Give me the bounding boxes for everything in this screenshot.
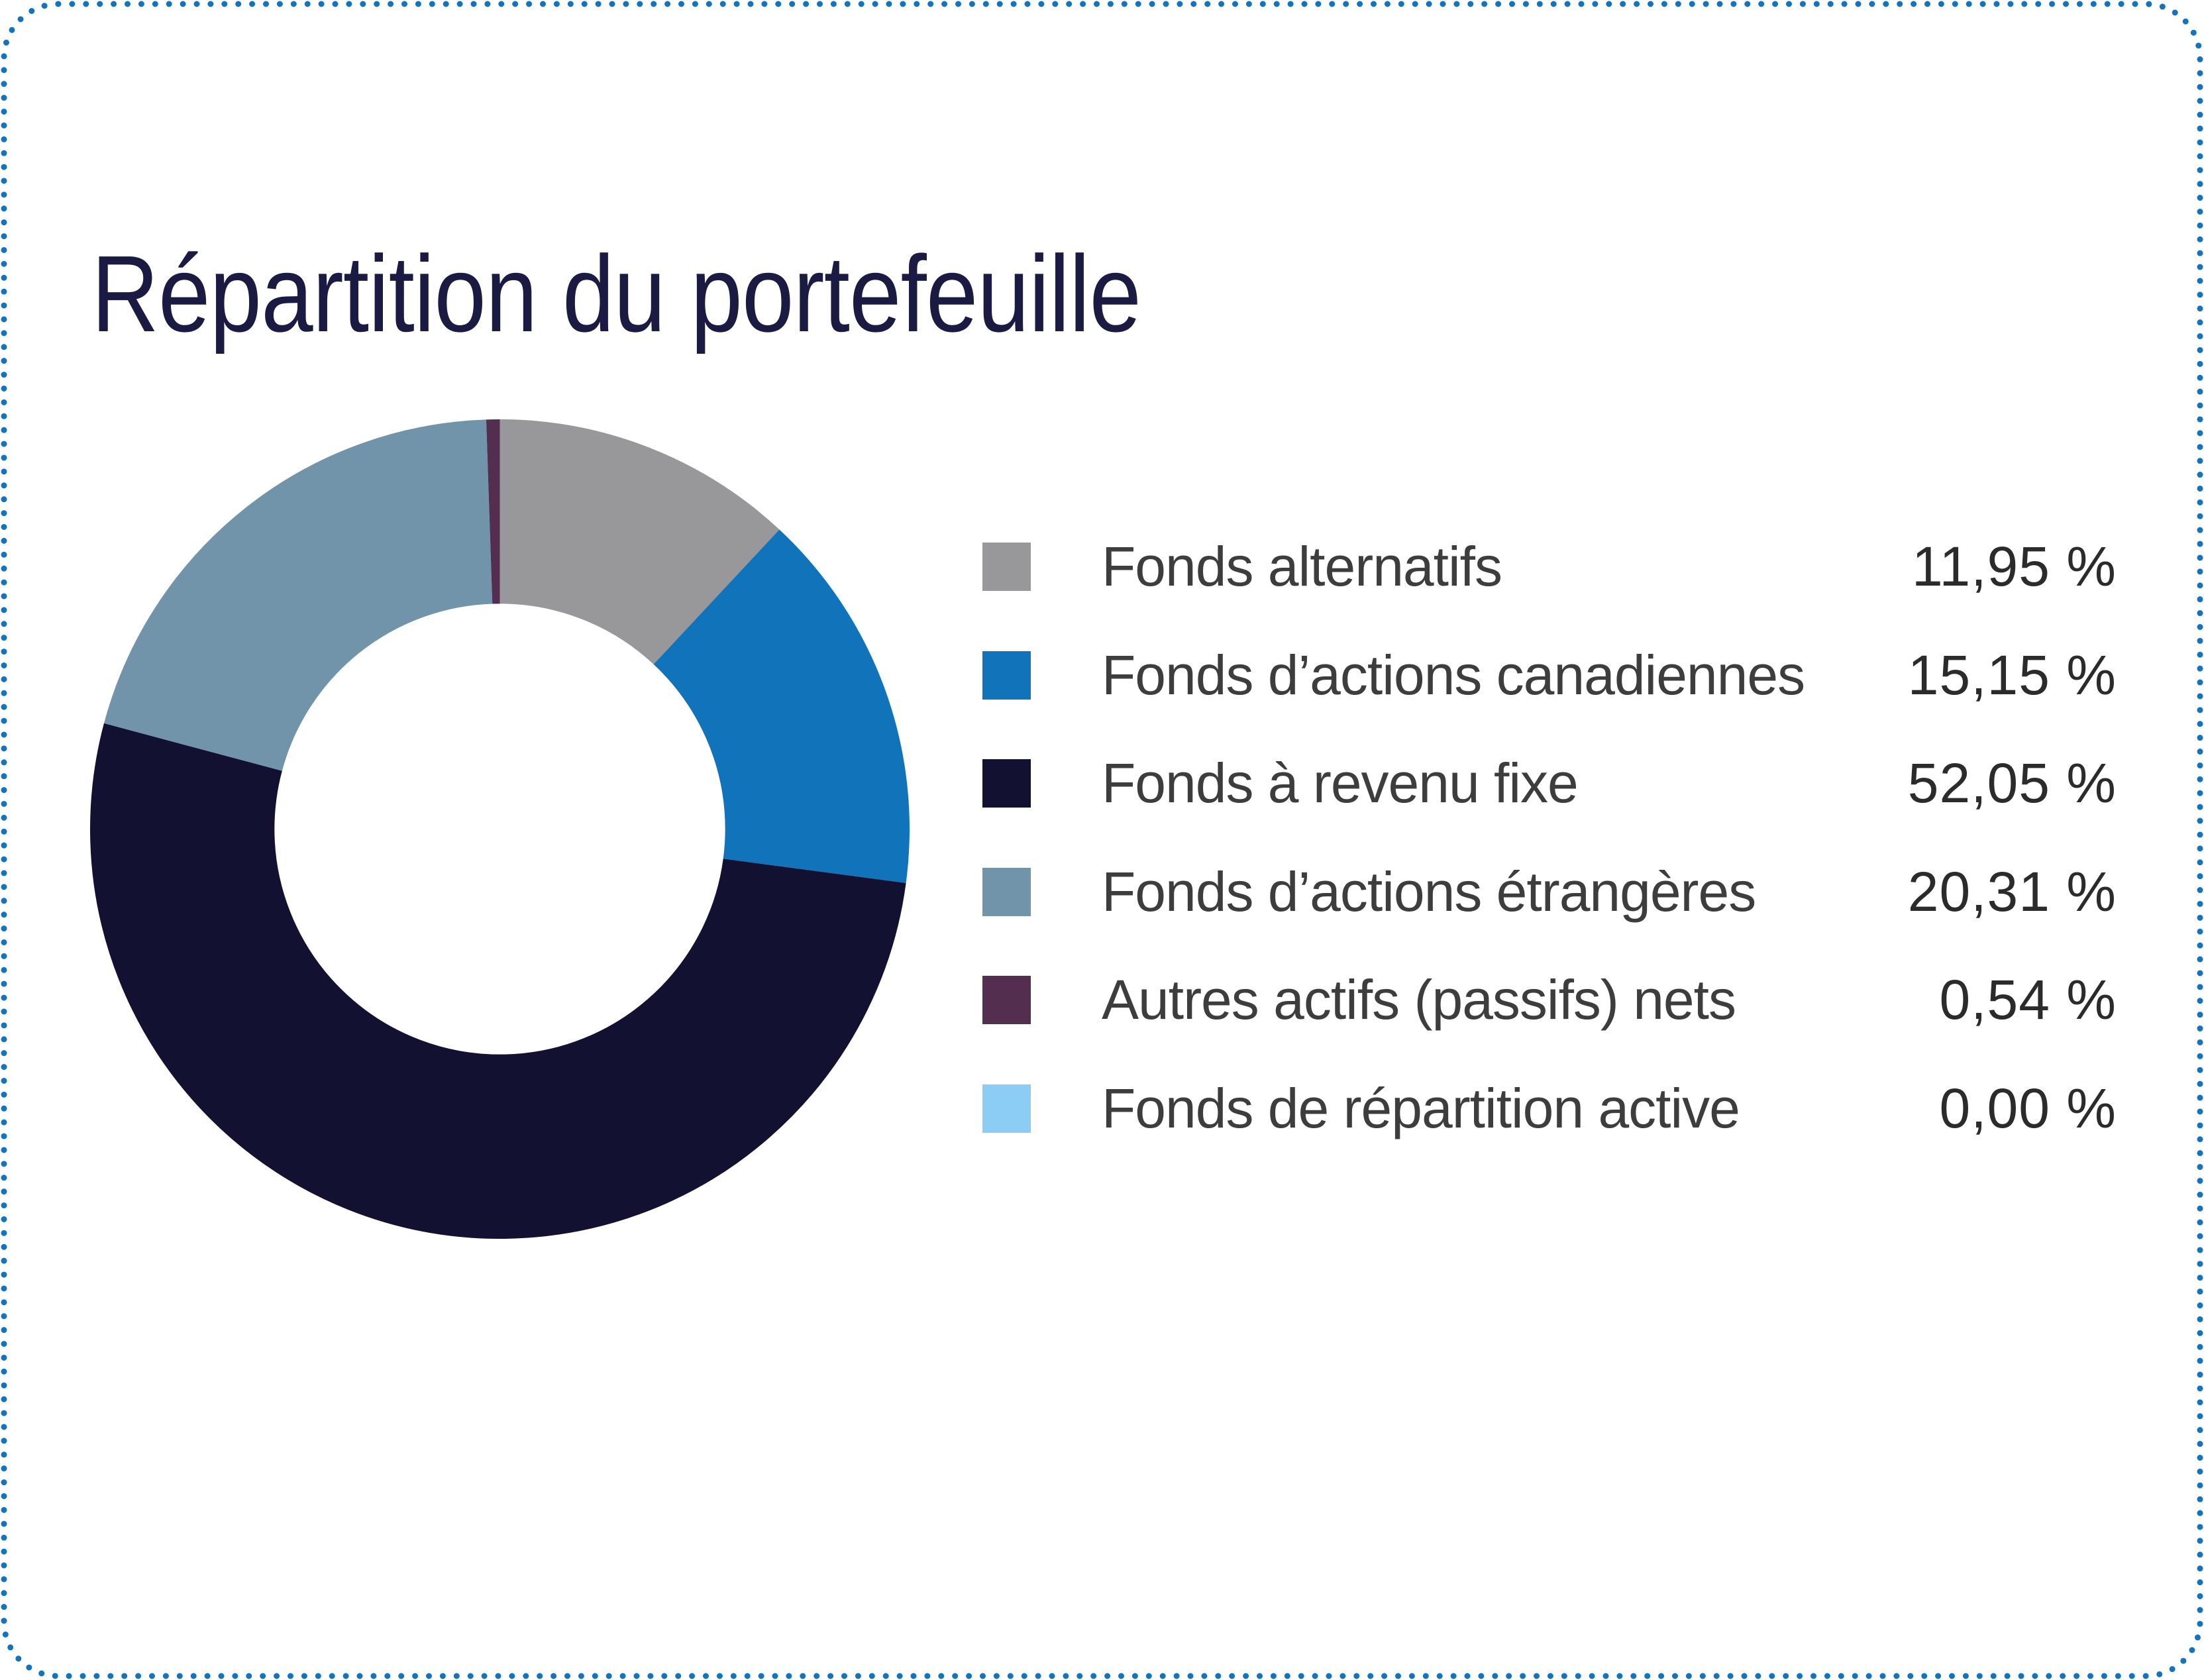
- legend-label: Fonds à revenu fixe: [1102, 752, 1579, 815]
- legend-label: Fonds d’actions canadiennes: [1102, 643, 1805, 706]
- legend-label: Fonds de répartition active: [1102, 1076, 1740, 1139]
- legend-row: Fonds à revenu fixe 52,05 %: [982, 729, 2117, 838]
- legend-label: Fonds alternatifs: [1102, 535, 1502, 598]
- legend-value: 52,05 %: [1907, 752, 2117, 815]
- page-title: Répartition du portefeuille: [91, 233, 1141, 354]
- legend-value: 0,00 %: [1939, 1076, 2117, 1139]
- donut-chart: [90, 419, 910, 1239]
- donut-slice: [90, 419, 910, 1239]
- legend-label: Autres actifs (passifs) nets: [1102, 969, 1736, 1031]
- legend-row: Fonds alternatifs 11,95 %: [982, 513, 2117, 621]
- chart-legend: Fonds alternatifs 11,95 % Fonds d’action…: [982, 513, 2117, 1163]
- legend-swatch: [982, 651, 1031, 700]
- legend-value: 0,54 %: [1939, 969, 2117, 1031]
- legend-swatch: [982, 759, 1031, 808]
- legend-row: Fonds de répartition active 0,00 %: [982, 1055, 2117, 1163]
- legend-label: Fonds d’actions étrangères: [1102, 860, 1756, 923]
- legend-value: 11,95 %: [1912, 535, 2117, 598]
- legend-row: Autres actifs (passifs) nets 0,54 %: [982, 946, 2117, 1055]
- legend-swatch: [982, 867, 1031, 916]
- legend-row: Fonds d’actions étrangères 20,31 %: [982, 838, 2117, 947]
- legend-swatch: [982, 1084, 1031, 1133]
- donut-slice: [90, 419, 910, 1239]
- legend-swatch: [982, 543, 1031, 592]
- legend-value: 20,31 %: [1907, 860, 2117, 923]
- legend-swatch: [982, 976, 1031, 1025]
- donut-slice: [90, 419, 910, 1239]
- legend-row: Fonds d’actions canadiennes 15,15 %: [982, 621, 2117, 730]
- legend-value: 15,15 %: [1907, 643, 2117, 706]
